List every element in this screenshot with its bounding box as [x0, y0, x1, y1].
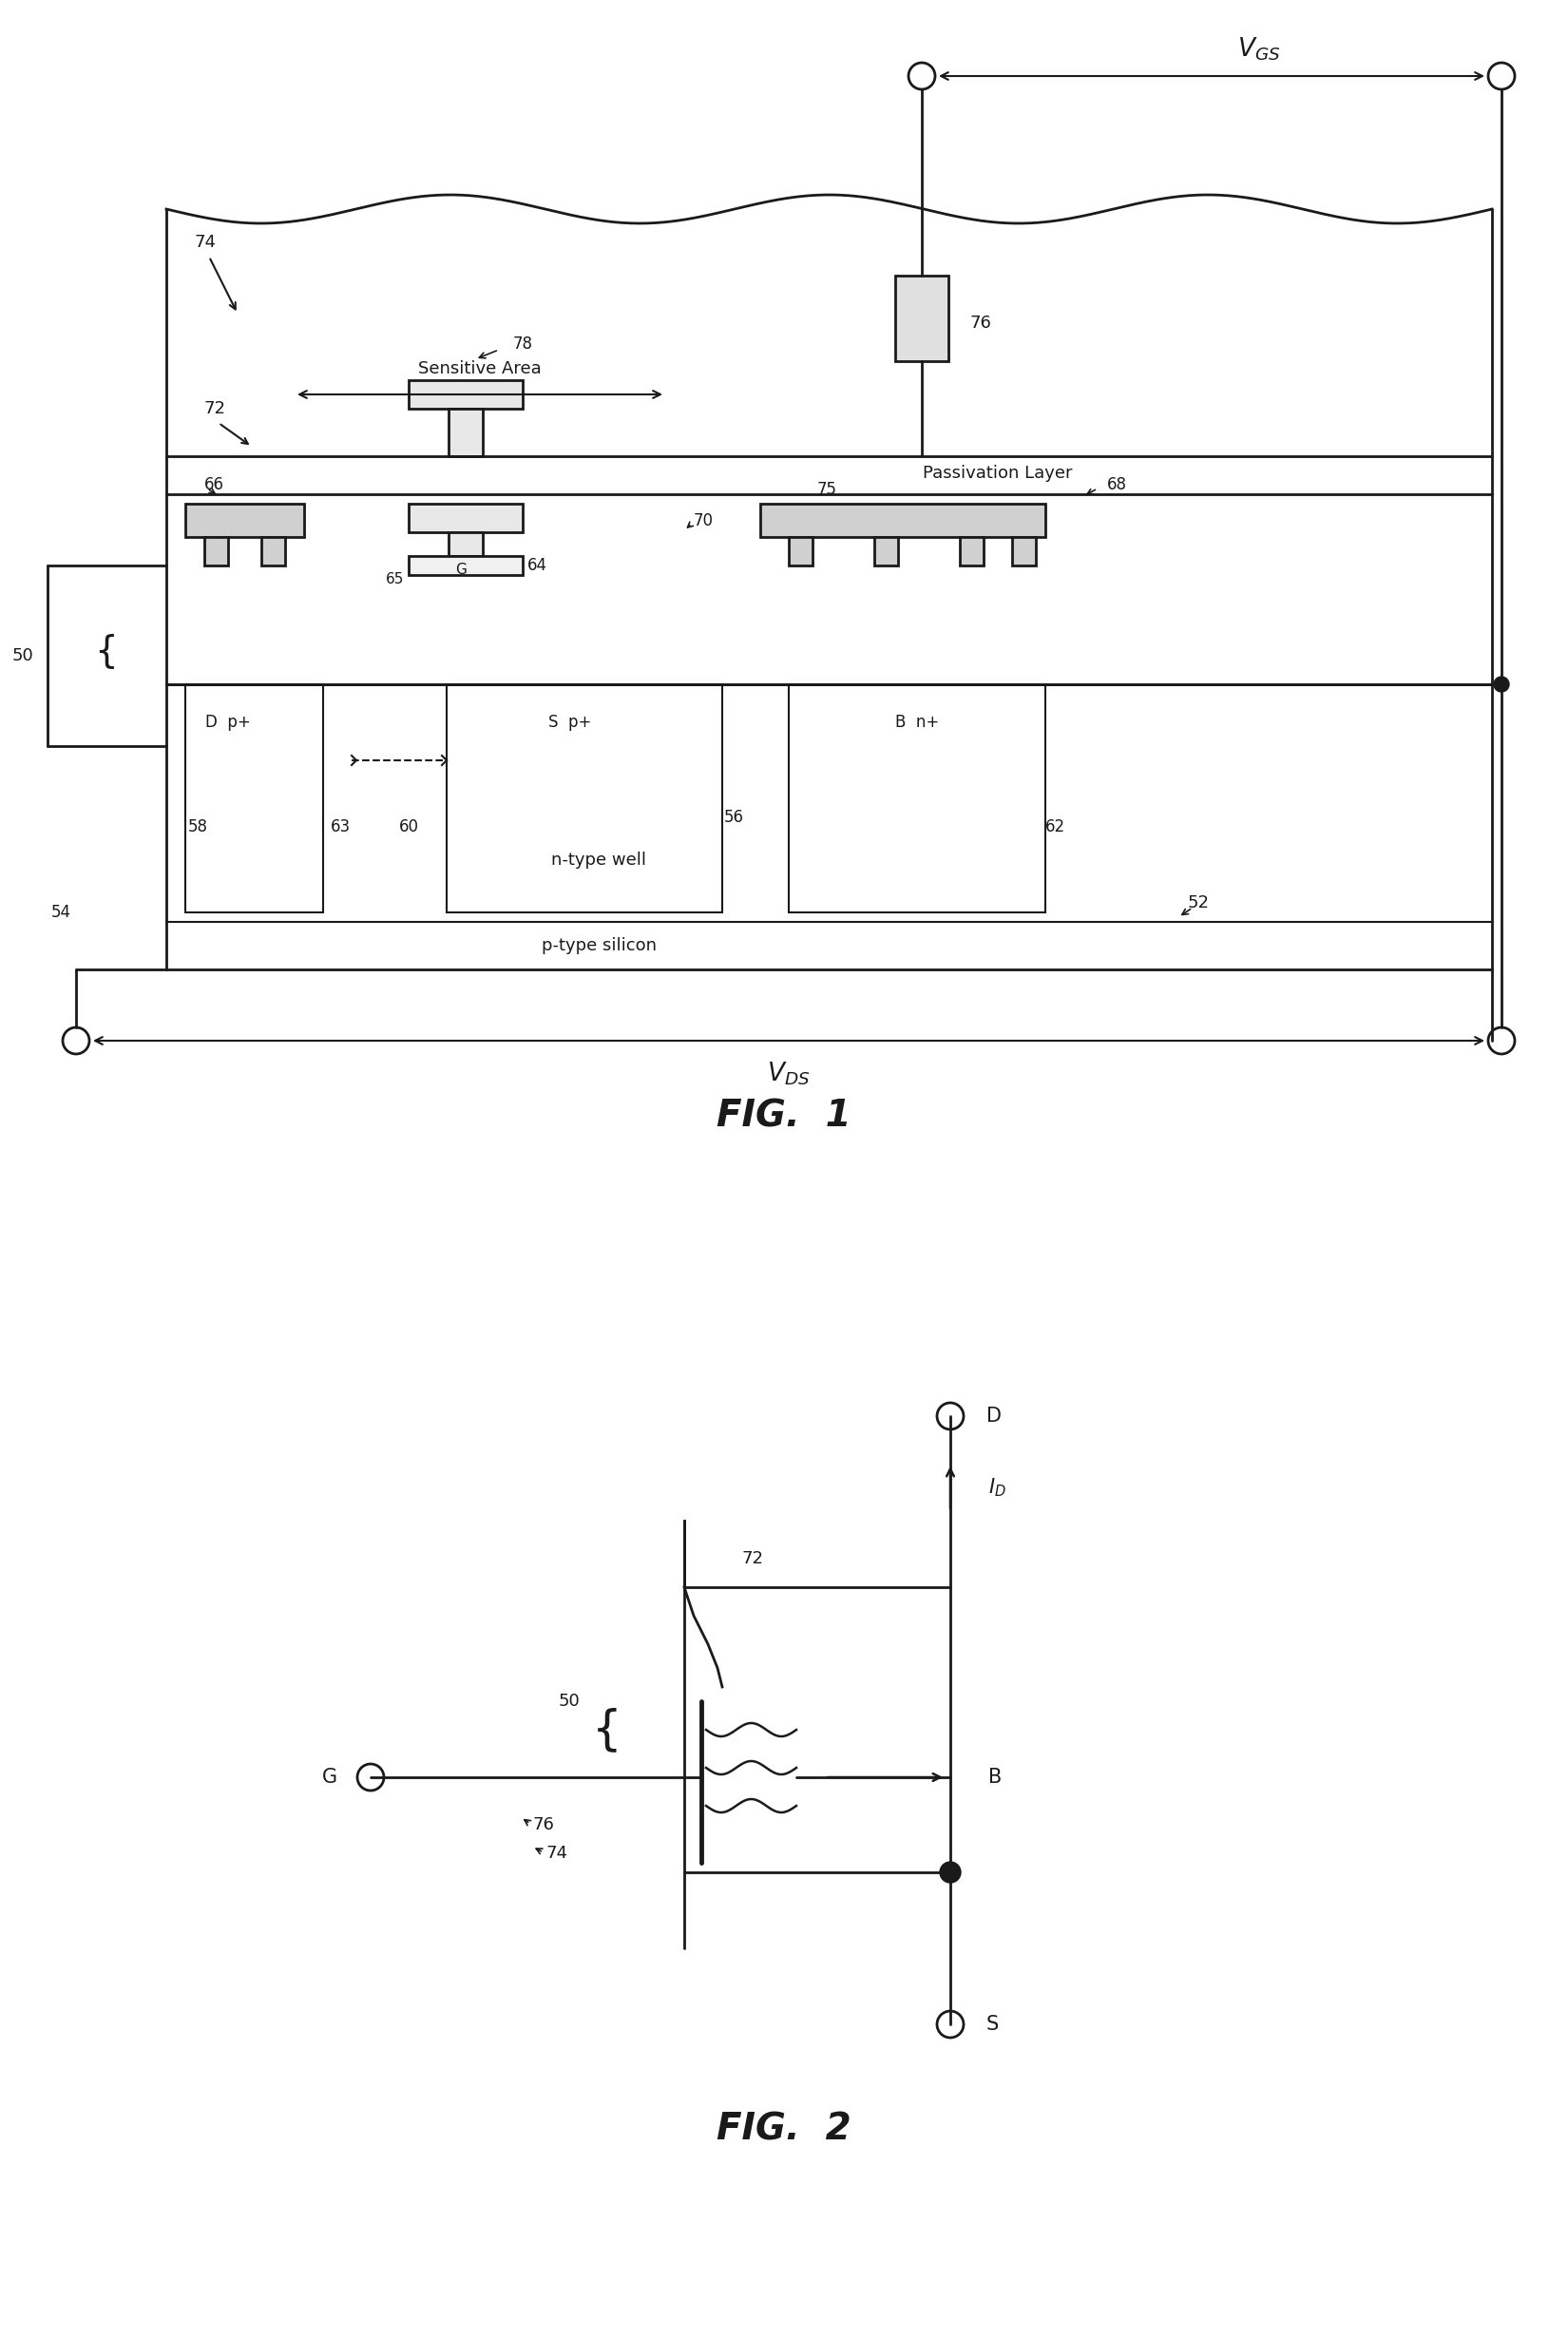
Text: 62: 62: [1046, 818, 1065, 835]
FancyBboxPatch shape: [409, 381, 522, 409]
Text: 75: 75: [817, 482, 837, 498]
FancyBboxPatch shape: [875, 538, 898, 566]
FancyBboxPatch shape: [185, 503, 304, 538]
Text: 74: 74: [546, 1845, 568, 1861]
Text: B: B: [988, 1768, 1002, 1786]
Text: 66: 66: [204, 477, 224, 493]
Text: 54: 54: [52, 905, 71, 921]
Text: S  p+: S p+: [549, 713, 591, 732]
Text: 76: 76: [969, 316, 991, 332]
FancyBboxPatch shape: [448, 533, 483, 556]
Text: Passivation Layer: Passivation Layer: [924, 465, 1073, 482]
Text: $V_{DS}$: $V_{DS}$: [767, 1061, 811, 1087]
Text: G: G: [455, 563, 467, 577]
Text: $V_{GS}$: $V_{GS}$: [1237, 35, 1281, 63]
Circle shape: [939, 1861, 961, 1882]
Circle shape: [1494, 676, 1508, 692]
Text: D: D: [986, 1407, 1002, 1426]
Text: 50: 50: [11, 648, 33, 664]
FancyBboxPatch shape: [204, 538, 227, 566]
FancyBboxPatch shape: [960, 538, 983, 566]
Text: 56: 56: [724, 809, 745, 825]
Text: {: {: [94, 634, 118, 669]
Text: 50: 50: [558, 1693, 580, 1709]
Text: G: G: [321, 1768, 337, 1786]
FancyBboxPatch shape: [262, 538, 285, 566]
Text: 52: 52: [1189, 895, 1210, 912]
Text: 63: 63: [331, 818, 351, 835]
Text: 72: 72: [204, 400, 226, 416]
FancyBboxPatch shape: [409, 556, 522, 575]
Text: 60: 60: [400, 818, 419, 835]
Text: FIG.  1: FIG. 1: [717, 1099, 851, 1134]
Text: 64: 64: [527, 556, 547, 575]
FancyBboxPatch shape: [760, 503, 1046, 538]
Text: $I_D$: $I_D$: [988, 1475, 1007, 1499]
Text: 78: 78: [513, 334, 533, 353]
Text: 72: 72: [742, 1550, 764, 1566]
Text: 68: 68: [1107, 477, 1127, 493]
Text: 70: 70: [693, 512, 713, 528]
Text: p-type silicon: p-type silicon: [541, 938, 655, 954]
FancyBboxPatch shape: [789, 538, 812, 566]
FancyBboxPatch shape: [448, 409, 483, 456]
Text: 76: 76: [532, 1817, 554, 1833]
FancyBboxPatch shape: [895, 276, 949, 360]
Text: 74: 74: [194, 234, 216, 250]
FancyBboxPatch shape: [1011, 538, 1036, 566]
Text: S: S: [986, 2015, 999, 2034]
Text: FIG.  2: FIG. 2: [717, 2111, 851, 2146]
Text: n-type well: n-type well: [552, 851, 646, 870]
Text: D  p+: D p+: [205, 713, 251, 732]
Text: Sensitive Area: Sensitive Area: [419, 360, 541, 376]
FancyBboxPatch shape: [409, 503, 522, 533]
Text: B  n+: B n+: [895, 713, 939, 732]
Text: 58: 58: [188, 818, 209, 835]
Text: {: {: [593, 1707, 622, 1754]
Text: 65: 65: [386, 573, 405, 587]
